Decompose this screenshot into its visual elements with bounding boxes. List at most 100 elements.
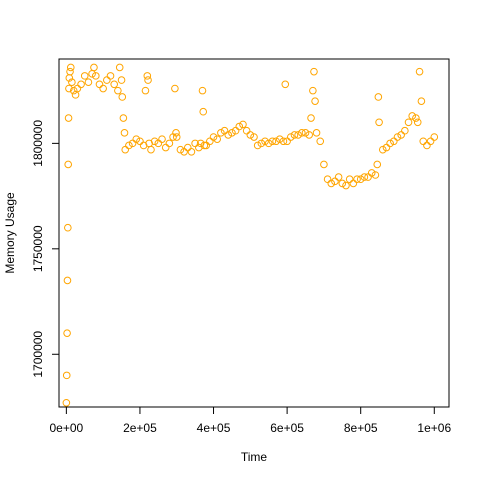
data-point [141,86,150,95]
data-point [286,133,295,141]
data-point [275,135,284,143]
data-point [62,398,71,407]
data-point [417,97,426,105]
data-point [119,114,128,122]
data-point [404,118,413,127]
data-point [312,129,321,137]
data-point [338,179,347,188]
data-point [268,137,277,146]
data-point [242,126,251,135]
x-tick-label: 1e+06 [417,421,451,435]
data-point [393,133,402,141]
data-point [290,131,299,139]
data-point [118,93,127,101]
data-point [63,329,71,337]
x-tick-label: 6e+05 [270,421,304,435]
data-point [143,72,152,80]
y-tick-label: 1800000 [31,120,45,167]
data-point [114,86,122,95]
data-point [90,63,98,72]
data-point [419,137,428,146]
x-tick-label: 2e+05 [123,421,157,435]
data-point [66,67,74,76]
data-point [161,143,170,152]
data-point [281,80,290,89]
x-tick-label: 0e+00 [50,421,84,435]
data-point [84,78,93,86]
data-point [423,141,431,150]
data-point [158,135,166,143]
x-tick-label: 4e+05 [197,421,231,435]
data-point [334,173,343,181]
data-point [115,63,124,72]
data-point [224,131,233,139]
data-point [371,171,380,179]
data-point [367,169,376,177]
y-tick-label: 1750000 [31,225,45,272]
data-point [125,141,133,150]
data-point [323,175,332,184]
data-point [246,131,255,139]
data-point [378,145,387,154]
points-layer [62,63,439,407]
data-point [307,114,315,122]
data-point [80,72,89,80]
data-point [206,137,214,146]
data-point [375,118,383,127]
data-point [360,173,369,181]
data-point [187,148,196,156]
data-point [426,137,435,146]
data-point [62,371,71,380]
data-point [320,160,328,169]
data-point [374,93,383,101]
data-point [199,107,208,116]
data-point [310,67,318,76]
data-point [239,120,247,129]
data-point [120,129,129,137]
x-tick-label: 8e+05 [344,421,378,435]
data-point [415,67,424,76]
data-point [64,114,73,122]
data-point [69,86,78,95]
data-point [121,145,130,154]
data-point [172,129,180,137]
data-point [147,145,155,154]
data-point [198,86,207,95]
data-point [261,137,269,146]
data-point [71,91,80,99]
data-point [65,84,73,93]
data-point [150,137,159,146]
data-point [110,80,118,89]
data-point [172,133,181,141]
data-point [250,133,258,141]
data-point [298,129,306,137]
data-point [106,72,115,80]
x-axis: 0e+00 2e+05 4e+05 6e+05 8e+05 1e+06 [50,406,451,435]
data-point [272,137,280,146]
data-point [64,223,72,232]
x-axis-label: Time [241,450,268,464]
data-point [327,179,336,188]
data-point [279,137,288,146]
data-point [413,118,422,127]
data-point [345,175,354,184]
data-point [412,114,420,122]
data-point [68,78,76,86]
data-point [386,139,394,148]
data-point [430,133,439,141]
data-point [228,129,236,137]
y-tick-label: 1700000 [31,331,45,378]
data-point [209,133,218,141]
data-point [183,143,192,152]
data-point [95,80,104,89]
data-point [217,129,225,137]
data-point [63,276,72,285]
y-axis: 1700000 1750000 1800000 [31,120,60,378]
data-point [213,135,222,143]
data-point [356,175,365,184]
data-point [64,160,72,169]
data-point [294,131,302,139]
data-point [309,86,317,95]
data-point [373,160,382,169]
